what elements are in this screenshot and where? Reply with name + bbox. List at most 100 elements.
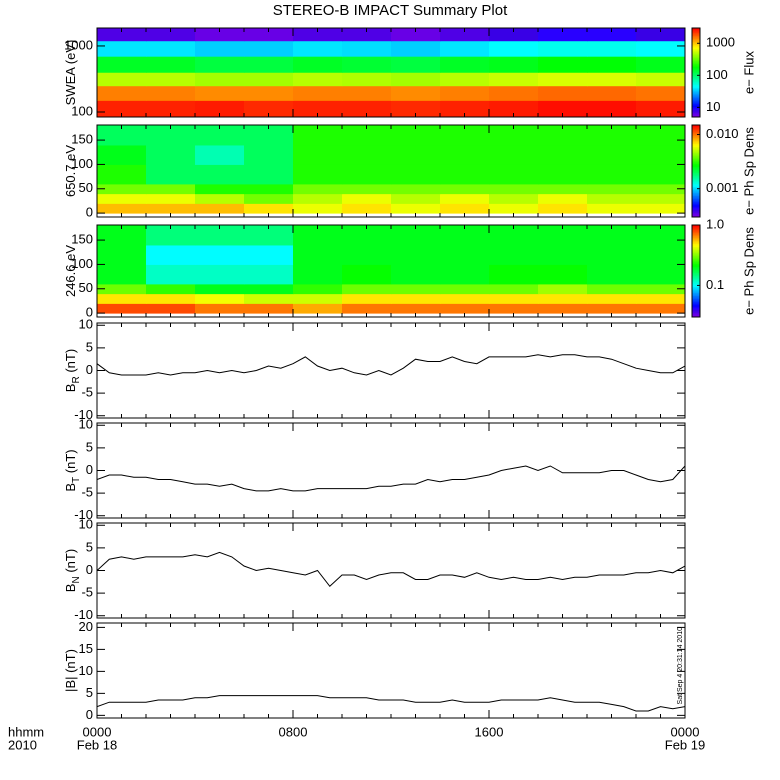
colorbar-frame — [691, 27, 701, 118]
heat-cell — [146, 164, 196, 185]
heat-cell — [342, 85, 392, 101]
colorbar-tick-label: 100 — [706, 67, 728, 82]
heat-cell — [342, 144, 392, 165]
colorbar-step — [692, 71, 700, 73]
heat-cell — [146, 244, 196, 265]
colorbar-label: e− Ph Sp Dens — [741, 227, 756, 315]
colorbar-step — [692, 167, 700, 170]
colorbar-step — [692, 143, 700, 146]
heat-cell — [97, 72, 147, 87]
heat-cell — [146, 72, 196, 87]
heat-cell — [587, 56, 637, 73]
colorbar-step — [692, 190, 700, 193]
colorbar-step — [692, 213, 700, 216]
colorbar-step — [692, 158, 700, 161]
colorbar-step — [692, 229, 700, 232]
heat-cell — [244, 193, 294, 204]
heat-cell — [636, 28, 685, 42]
x-tick-label: 0800 — [279, 724, 308, 739]
colorbar-step — [692, 252, 700, 255]
colorbar-step — [692, 290, 700, 293]
colorbar-step — [692, 298, 700, 301]
heat-cell — [146, 225, 196, 246]
heat-cell — [636, 303, 685, 314]
colorbar-step — [692, 215, 700, 218]
y-axis-label-main: B — [63, 483, 78, 492]
heat-cell — [293, 283, 343, 295]
colorbar-step — [692, 39, 700, 42]
heat-cell — [538, 85, 588, 101]
colorbar-step — [692, 174, 700, 177]
colorbar-step — [692, 248, 700, 251]
heat-cell — [489, 283, 539, 295]
colorbar-step — [692, 166, 700, 169]
heat-cell — [195, 144, 245, 165]
colorbar-step — [692, 310, 700, 313]
colorbar-step — [692, 277, 700, 280]
panel-frame — [96, 522, 686, 619]
y-axis-label: |B| (nT) — [63, 649, 78, 692]
y-tick-label: 10 — [79, 517, 93, 532]
colorbar-step — [692, 73, 700, 76]
colorbar-step — [692, 96, 700, 99]
colorbar-step — [692, 41, 700, 44]
colorbar-step — [692, 289, 700, 292]
heat-cell — [636, 164, 685, 185]
colorbar-step — [692, 225, 700, 228]
colorbar-step — [692, 144, 700, 147]
colorbar-step — [692, 169, 700, 172]
heat-cell — [146, 264, 196, 285]
heat-cell — [146, 293, 196, 304]
heat-cell — [391, 244, 441, 265]
y-axis-label-unit: (nT) — [63, 549, 78, 576]
heat-cell — [195, 85, 245, 101]
y-tick-label: 5 — [86, 685, 93, 700]
colorbar-step — [692, 28, 700, 30]
heat-cell — [636, 100, 685, 117]
heat-cell — [244, 144, 294, 165]
colorbar-step — [692, 209, 700, 212]
y-tick-label: 0 — [86, 462, 93, 477]
heat-cell — [489, 164, 539, 185]
colorbar-step — [692, 102, 700, 105]
colorbar-step — [692, 84, 700, 87]
heat-cell — [489, 183, 539, 195]
colorbar-step — [692, 246, 700, 249]
heat-cell — [538, 56, 588, 73]
colorbar-step — [692, 69, 700, 72]
colorbar-step — [692, 62, 700, 65]
colorbar-step — [692, 249, 700, 252]
y-tick-label: 0 — [86, 362, 93, 377]
heat-cell — [244, 28, 294, 42]
heat-cell — [244, 183, 294, 195]
heat-cell — [293, 100, 343, 117]
heat-cell — [244, 125, 294, 146]
heat-cell — [195, 203, 245, 214]
colorbar-step — [692, 210, 700, 213]
colorbar-step — [692, 207, 700, 210]
colorbar-step — [692, 129, 700, 132]
y-tick-label: 1000 — [64, 37, 93, 52]
colorbar-tick-label: 0.1 — [706, 277, 724, 292]
colorbar-step — [692, 203, 700, 206]
x-tick-label: 0000 — [83, 724, 112, 739]
y-axis-label-sub: T — [71, 477, 82, 483]
heat-cell — [489, 56, 539, 73]
heat-cell — [293, 183, 343, 195]
colorbar-step — [692, 99, 700, 102]
colorbar-step — [692, 126, 700, 129]
heat-cell — [440, 244, 490, 265]
heat-cell — [342, 28, 392, 42]
heat-cell — [440, 183, 490, 195]
colorbar-step — [692, 283, 700, 286]
colorbar-step — [692, 269, 700, 272]
heat-cell — [391, 303, 441, 314]
heat-cell — [538, 164, 588, 185]
heat-cell — [293, 203, 343, 214]
colorbar-step — [692, 243, 700, 246]
colorbar-step — [692, 90, 700, 93]
heat-cell — [587, 293, 637, 304]
heat-cell — [97, 85, 147, 101]
heat-cell — [489, 225, 539, 246]
heat-cell — [587, 72, 637, 87]
